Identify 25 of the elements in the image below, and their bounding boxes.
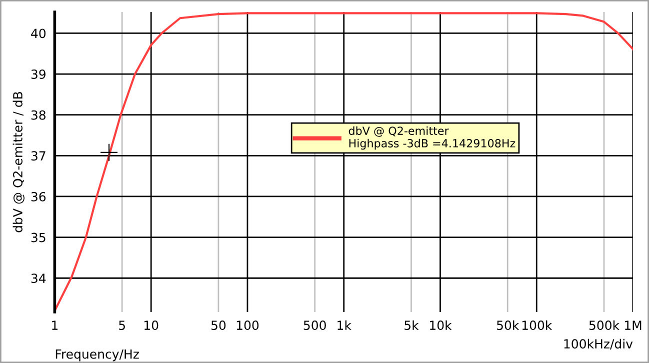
x-tick-label: 5k — [404, 320, 419, 330]
x-tick-label: 1k — [338, 320, 352, 330]
x-tick-label: 100k — [522, 320, 552, 330]
y-axis-title: dbV @ Q2-emitter / dB — [12, 92, 24, 232]
y-tick-label: 37 — [31, 151, 46, 161]
x-tick-label: 1M — [625, 320, 642, 330]
y-tick-label: 39 — [31, 70, 46, 79]
x-tick-label: 500 — [304, 320, 326, 330]
x-tick-label: 1 — [52, 320, 58, 330]
x-tick-label: 100 — [236, 320, 259, 330]
legend-label: dbV @ Q2-emitter — [348, 126, 449, 137]
text: 100kHz/div — [564, 338, 633, 350]
x-tick-label: 50k — [496, 320, 520, 330]
x-tick-label: 10k — [430, 320, 452, 330]
x-tick-label: 5 — [119, 320, 125, 330]
annotation: Highpass -3dB =4.1429108Hz — [349, 138, 516, 150]
x-tick-label: 50 — [211, 320, 226, 330]
x-tick-label: 10 — [144, 320, 158, 330]
y-tick-label: 36 — [31, 192, 46, 202]
y-tick-label: 35 — [31, 232, 46, 242]
x-tick-label: 500k — [589, 320, 620, 330]
x-axis-title: Frequency/Hz — [56, 349, 139, 362]
y-tick-label: 40 — [31, 28, 46, 38]
y-tick-label: 38 — [31, 110, 46, 120]
y-tick-label: 34 — [31, 274, 46, 284]
